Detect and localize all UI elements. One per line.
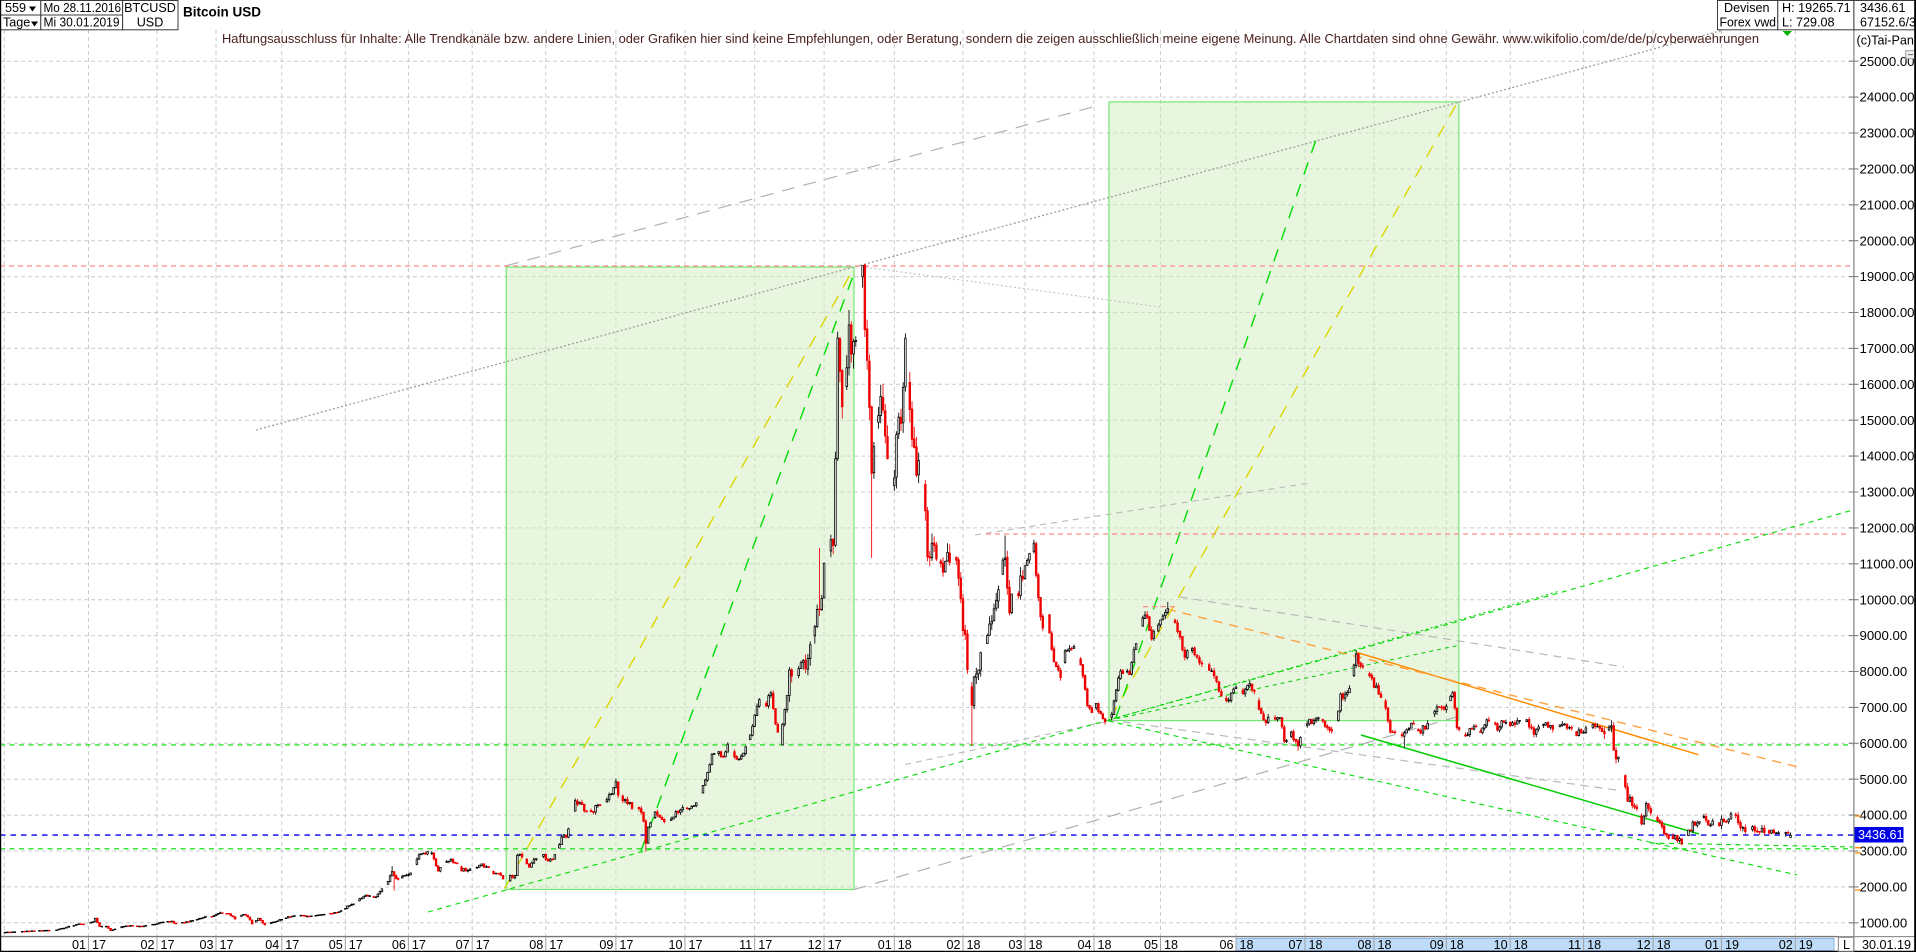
svg-text:67152.6/34: 67152.6/34 xyxy=(1860,16,1916,30)
svg-text:17: 17 xyxy=(92,938,106,952)
svg-text:L: 729.08: L: 729.08 xyxy=(1782,16,1835,30)
svg-text:17: 17 xyxy=(476,938,490,952)
svg-text:12: 12 xyxy=(808,938,822,952)
svg-text:H: 19265.71: H: 19265.71 xyxy=(1782,1,1851,15)
svg-text:22000.00: 22000.00 xyxy=(1860,162,1915,177)
svg-text:19: 19 xyxy=(1799,938,1813,952)
svg-text:07: 07 xyxy=(456,938,470,952)
svg-text:05: 05 xyxy=(329,938,343,952)
svg-text:3000.00: 3000.00 xyxy=(1860,844,1908,859)
svg-text:23000.00: 23000.00 xyxy=(1860,126,1915,141)
svg-text:16000.00: 16000.00 xyxy=(1860,377,1915,392)
svg-text:08: 08 xyxy=(1357,938,1371,952)
svg-text:01: 01 xyxy=(878,938,892,952)
svg-text:04: 04 xyxy=(265,938,279,952)
svg-text:15000.00: 15000.00 xyxy=(1860,413,1915,428)
svg-text:18: 18 xyxy=(1657,938,1671,952)
svg-text:BTCUSD: BTCUSD xyxy=(124,1,176,15)
svg-text:3436.61: 3436.61 xyxy=(1858,828,1904,842)
svg-text:06: 06 xyxy=(392,938,406,952)
svg-text:06: 06 xyxy=(1219,938,1233,952)
svg-text:8000.00: 8000.00 xyxy=(1860,664,1908,679)
svg-text:30.01.19: 30.01.19 xyxy=(1862,938,1911,952)
svg-text:5000.00: 5000.00 xyxy=(1860,772,1908,787)
svg-text:18: 18 xyxy=(1514,938,1528,952)
svg-text:17: 17 xyxy=(549,938,563,952)
svg-text:09: 09 xyxy=(599,938,613,952)
svg-text:04: 04 xyxy=(1077,938,1091,952)
svg-text:07: 07 xyxy=(1288,938,1302,952)
svg-text:20000.00: 20000.00 xyxy=(1860,233,1915,248)
svg-text:09: 09 xyxy=(1430,938,1444,952)
svg-text:18: 18 xyxy=(1450,938,1464,952)
svg-text:05: 05 xyxy=(1144,938,1158,952)
svg-text:17: 17 xyxy=(285,938,299,952)
svg-text:03: 03 xyxy=(199,938,213,952)
svg-text:(c)Tai-Pan: (c)Tai-Pan xyxy=(1857,34,1914,48)
svg-text:08: 08 xyxy=(529,938,543,952)
svg-text:10: 10 xyxy=(1494,938,1508,952)
svg-text:18: 18 xyxy=(1309,938,1323,952)
svg-text:17: 17 xyxy=(220,938,234,952)
svg-text:USD: USD xyxy=(137,16,164,30)
svg-text:3436.61: 3436.61 xyxy=(1860,1,1906,15)
svg-text:17000.00: 17000.00 xyxy=(1860,341,1915,356)
svg-text:17: 17 xyxy=(828,938,842,952)
svg-text:02: 02 xyxy=(946,938,960,952)
svg-text:12000.00: 12000.00 xyxy=(1860,521,1915,536)
svg-text:Bitcoin USD: Bitcoin USD xyxy=(183,5,261,20)
svg-text:Tage: Tage xyxy=(3,16,30,30)
svg-text:10: 10 xyxy=(668,938,682,952)
svg-text:18: 18 xyxy=(898,938,912,952)
svg-text:12: 12 xyxy=(1637,938,1651,952)
svg-text:13000.00: 13000.00 xyxy=(1860,485,1915,500)
svg-text:17: 17 xyxy=(689,938,703,952)
svg-text:17: 17 xyxy=(758,938,772,952)
svg-text:11: 11 xyxy=(739,938,752,952)
svg-text:03: 03 xyxy=(1008,938,1022,952)
svg-text:17: 17 xyxy=(412,938,426,952)
svg-text:11: 11 xyxy=(1568,938,1581,952)
svg-text:25000.00: 25000.00 xyxy=(1860,54,1915,69)
svg-text:18: 18 xyxy=(1240,938,1254,952)
svg-text:1000.00: 1000.00 xyxy=(1860,915,1908,930)
svg-text:18: 18 xyxy=(1164,938,1178,952)
svg-text:19000.00: 19000.00 xyxy=(1860,269,1915,284)
svg-text:18: 18 xyxy=(967,938,981,952)
svg-text:11000.00: 11000.00 xyxy=(1860,556,1914,571)
svg-text:2000.00: 2000.00 xyxy=(1860,880,1908,895)
svg-text:Haftungsausschluss für Inhalte: Haftungsausschluss für Inhalte: Alle Tre… xyxy=(222,32,1759,46)
svg-text:17: 17 xyxy=(619,938,633,952)
svg-text:02: 02 xyxy=(140,938,154,952)
svg-text:18: 18 xyxy=(1378,938,1392,952)
svg-text:18: 18 xyxy=(1029,938,1043,952)
svg-text:18: 18 xyxy=(1587,938,1601,952)
svg-text:01: 01 xyxy=(1705,938,1719,952)
svg-text:24000.00: 24000.00 xyxy=(1860,90,1915,105)
svg-text:14000.00: 14000.00 xyxy=(1860,449,1915,464)
svg-text:21000.00: 21000.00 xyxy=(1860,197,1915,212)
svg-text:17: 17 xyxy=(161,938,175,952)
svg-text:4000.00: 4000.00 xyxy=(1860,808,1908,823)
svg-text:01: 01 xyxy=(72,938,86,952)
svg-text:559: 559 xyxy=(5,1,26,15)
svg-text:02: 02 xyxy=(1779,938,1793,952)
svg-text:17: 17 xyxy=(349,938,363,952)
svg-text:10000.00: 10000.00 xyxy=(1860,592,1915,607)
svg-text:6000.00: 6000.00 xyxy=(1860,736,1908,751)
svg-text:19: 19 xyxy=(1725,938,1739,952)
svg-text:9000.00: 9000.00 xyxy=(1860,628,1908,643)
svg-text:18: 18 xyxy=(1098,938,1112,952)
svg-text:Mi 30.01.2019: Mi 30.01.2019 xyxy=(44,16,120,30)
svg-text:Devisen: Devisen xyxy=(1724,1,1770,15)
svg-text:L: L xyxy=(1843,938,1850,952)
svg-text:Forex vwd: Forex vwd xyxy=(1720,16,1777,30)
svg-text:18000.00: 18000.00 xyxy=(1860,305,1915,320)
svg-text:Mo 28.11.2016: Mo 28.11.2016 xyxy=(44,1,122,15)
svg-text:7000.00: 7000.00 xyxy=(1860,700,1908,715)
